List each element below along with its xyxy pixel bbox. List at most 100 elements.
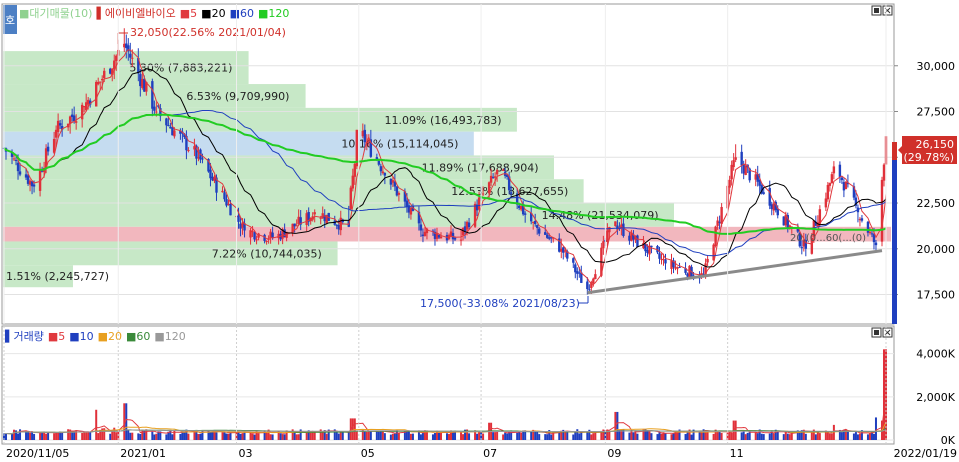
- candle-body: [828, 183, 832, 186]
- volume-bar: [636, 433, 639, 440]
- volume-bar: [375, 431, 378, 440]
- candle-body: [758, 179, 761, 186]
- candle-body: [770, 204, 773, 210]
- candle-body: [748, 168, 751, 181]
- volume-bar: [299, 429, 302, 440]
- volume-bar: [774, 429, 777, 440]
- candle-body: [487, 182, 491, 194]
- volume-bar: [832, 424, 835, 440]
- candle-body: [277, 233, 280, 239]
- badge: [3, 5, 17, 34]
- volume-bar: [450, 430, 453, 440]
- candle-body: [796, 227, 799, 232]
- candle-body: [167, 125, 170, 127]
- volume-bar: [620, 429, 623, 440]
- volume-bar: [564, 431, 567, 440]
- candle-body: [562, 247, 565, 253]
- volume-bar: [41, 431, 44, 440]
- volume-bar: [47, 432, 50, 440]
- volume-panel-controls[interactable]: [871, 327, 893, 338]
- volume-bar: [510, 430, 513, 440]
- volume-bar: [468, 433, 471, 440]
- candle-body: [409, 207, 413, 215]
- candle-body: [283, 229, 286, 238]
- volume-bar: [307, 430, 310, 440]
- candle-body: [257, 233, 260, 238]
- candle-body: [52, 138, 56, 153]
- volume-bar: [221, 432, 224, 440]
- volume-bar: [728, 432, 731, 440]
- candle-body: [271, 232, 274, 238]
- candle-body: [495, 170, 499, 175]
- volume-panel-frame: [1, 325, 895, 445]
- volume-bar: [141, 429, 144, 440]
- volume-bar: [333, 429, 336, 440]
- candle-body: [10, 152, 14, 157]
- candle-body: [630, 232, 633, 241]
- candle-body: [592, 278, 595, 284]
- volume-bar: [411, 433, 414, 440]
- volume-bar: [462, 434, 465, 440]
- volume-bar: [830, 433, 833, 440]
- candle-body: [493, 176, 497, 178]
- volume-bar: [391, 433, 394, 440]
- volume-bar: [29, 432, 32, 440]
- volume-bar: [13, 429, 16, 440]
- candle-body: [243, 223, 246, 231]
- volume-bar: [506, 433, 509, 440]
- candle-body: [467, 222, 471, 228]
- volume-profile-band: [3, 155, 554, 180]
- volume-bar: [153, 434, 156, 440]
- volume-bar: [407, 430, 410, 440]
- volume-bar: [860, 430, 863, 440]
- candle-body: [538, 228, 541, 234]
- time-tick-label: 2020/11/05: [6, 447, 69, 460]
- candle-body: [171, 127, 174, 136]
- volume-bar: [644, 429, 647, 440]
- candle-body: [391, 180, 395, 183]
- volume-bar: [692, 429, 695, 440]
- candle-body: [868, 231, 872, 233]
- volume-bar: [538, 434, 541, 440]
- candle-body: [608, 227, 611, 233]
- candle-body: [521, 204, 525, 215]
- volume-bar: [590, 434, 593, 440]
- candle-body: [774, 201, 777, 211]
- volume-tick-label: 2,000K: [916, 391, 955, 404]
- candle-body: [594, 274, 597, 280]
- volume-bar: [586, 432, 589, 440]
- volume-bar: [53, 433, 56, 440]
- price-gridlines: [4, 65, 894, 296]
- volume-bar: [508, 432, 511, 440]
- volume-bar: [828, 433, 831, 440]
- candle-body: [588, 289, 591, 291]
- candle-body: [548, 237, 551, 239]
- candle-body: [323, 215, 326, 222]
- volume-bar: [251, 433, 254, 440]
- volume-bar: [826, 432, 829, 440]
- volume-bar: [165, 434, 168, 440]
- volume-bar: [842, 429, 845, 440]
- candle-body: [38, 169, 42, 191]
- volume-bar: [702, 429, 705, 440]
- candle-body: [714, 226, 717, 247]
- candle-body: [517, 205, 521, 209]
- candle-body: [361, 130, 365, 137]
- volume-bar: [139, 433, 142, 440]
- candle-body: [732, 160, 735, 168]
- volume-bar: [283, 434, 286, 440]
- candle-body: [648, 245, 651, 255]
- volume-bar: [347, 431, 350, 440]
- candle-body: [223, 192, 226, 200]
- candle-body: [183, 133, 186, 138]
- volume-bar: [452, 431, 455, 440]
- volume-bar: [409, 433, 412, 440]
- volume-bar: [201, 430, 204, 440]
- volume-bar: [363, 431, 366, 440]
- volume-bar: [351, 418, 354, 440]
- volume-bar: [195, 431, 198, 440]
- volume-bar: [714, 429, 717, 440]
- volume-bar: [131, 432, 134, 440]
- volume-bar: [211, 431, 214, 440]
- current-price-marker: 26,150 (29.78%): [892, 136, 957, 324]
